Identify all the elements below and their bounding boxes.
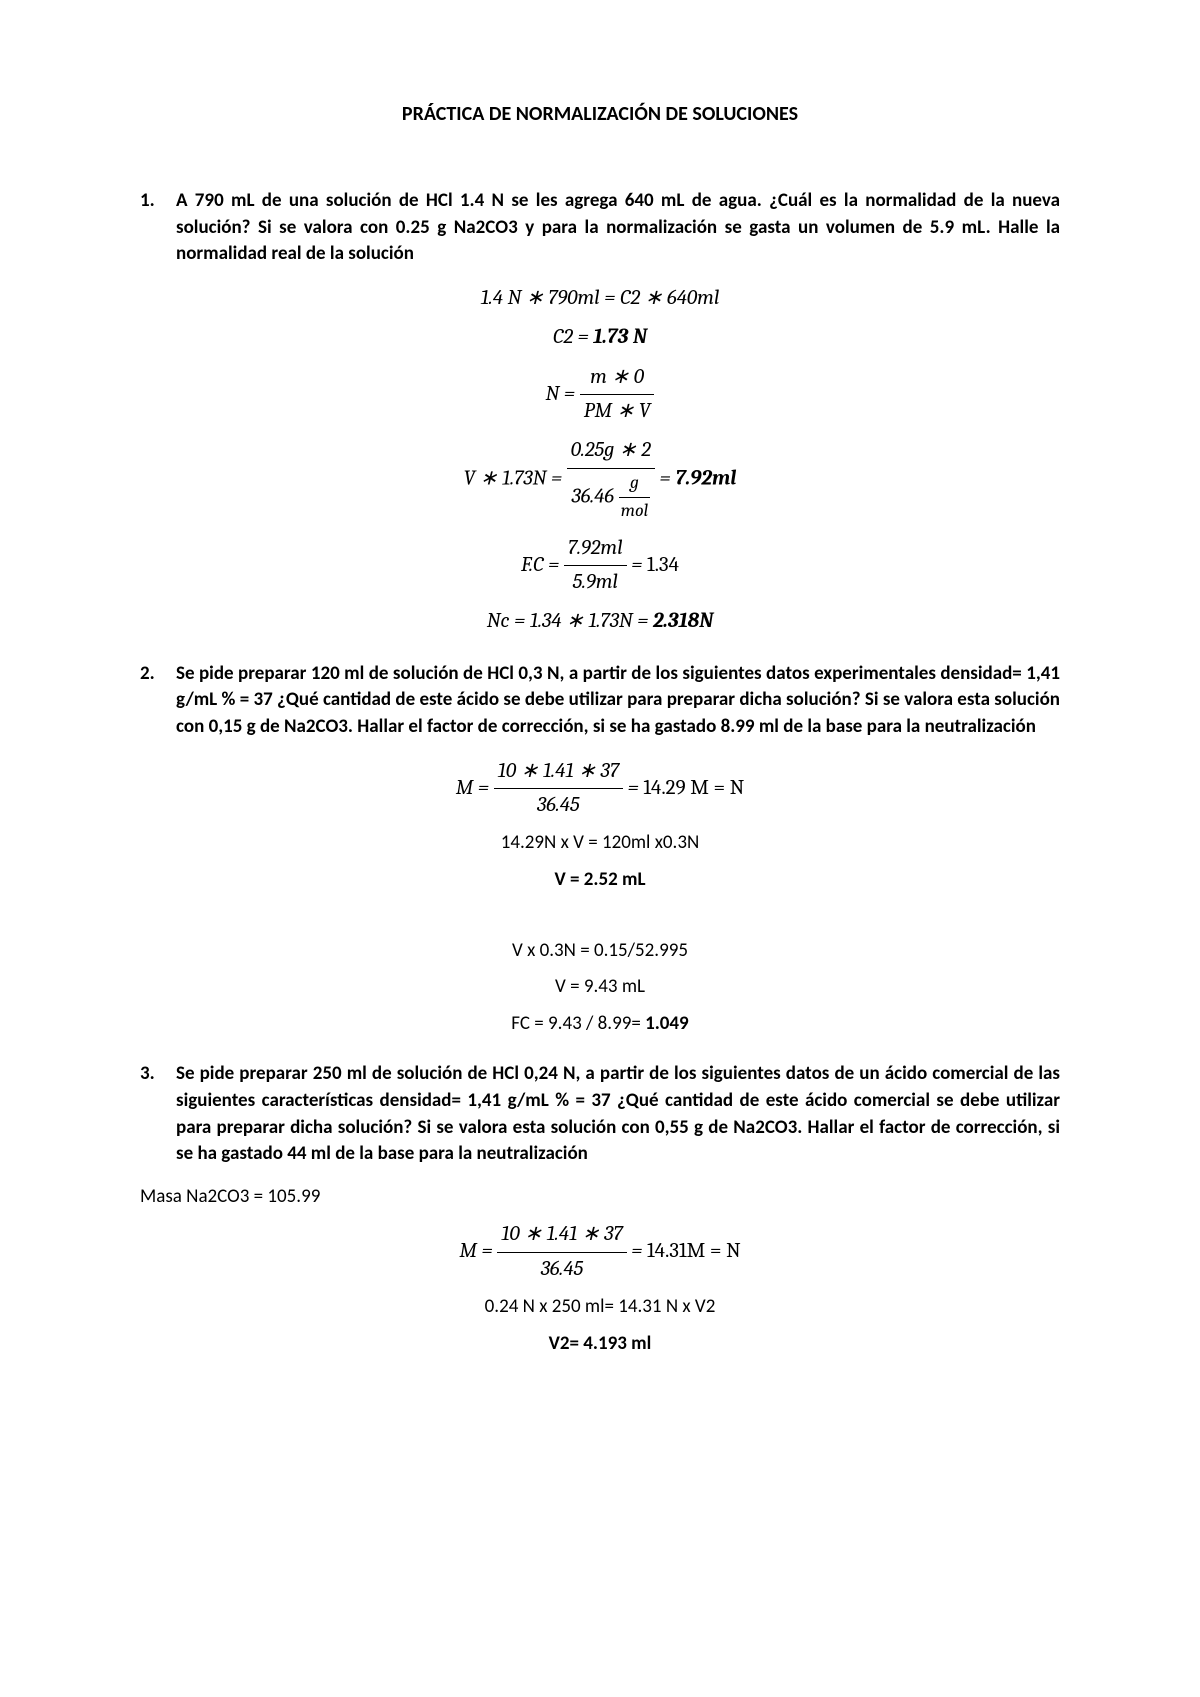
problem-2-text: 2.Se pide preparar 120 ml de solución de… [140,661,1060,741]
p2-line1: 14.29N x V = 120ml x0.3N [140,830,1060,857]
p1-eq5-num: 7.92ml [564,534,627,565]
p1-eq5: F.C = 7.92ml 5.9ml = 1.34 [140,534,1060,598]
p2-eqM-den: 36.45 [494,788,623,820]
p1-eq3-lhs: N [546,381,560,405]
p2-eqM-frac: 10 ∗ 1.41 ∗ 37 36.45 [494,757,623,821]
p1-eq6-lhs: Nc = 1.34 ∗ 1.73N = [487,609,653,633]
p1-eq6-res: 2.318N [653,609,713,633]
p2-line4: V = 9.43 mL [140,974,1060,1001]
p2-line3: V x 0.3N = 0.15/52.995 [140,938,1060,965]
p1-eq5-lhs: F.C [521,552,543,576]
p1-eq3-frac: m ∗ 0 PM ∗ V [580,363,655,427]
p1-eq1: 1.4 N ∗ 790ml = C2 ∗ 640ml [140,284,1060,313]
p1-eq2-lhs: C2 [553,325,573,349]
p1-eq3: N = m ∗ 0 PM ∗ V [140,363,1060,427]
p3-line2-val: V2= 4.193 ml [549,1332,652,1355]
problem-1-number: 1. [140,188,176,215]
page: PRÁCTICA DE NORMALIZACIÓN DE SOLUCIONES … [0,0,1200,1461]
p3-eqM-res: 14.31M = N [647,1239,741,1263]
p3-eqM-den: 36.45 [497,1252,626,1284]
p3-eqM-frac: 10 ∗ 1.41 ∗ 37 36.45 [497,1220,626,1284]
problem-1-text: 1.A 790 mL de una solución de HCl 1.4 N … [140,188,1060,268]
problem-3-number: 3. [140,1061,176,1088]
p1-eq6: Nc = 1.34 ∗ 1.73N = 2.318N [140,607,1060,636]
spacer [140,904,1060,928]
p2-line5a: FC = 9.43 / 8.99= [511,1012,645,1035]
p3-line1: 0.24 N x 250 ml= 14.31 N x V2 [140,1294,1060,1321]
p1-eq5-res: 1.34 [647,552,679,576]
problem-2-body: Se pide preparar 120 ml de solución de H… [176,662,1060,738]
p3-line2: V2= 4.193 ml [140,1331,1060,1358]
p1-eq4-unit-n: g [619,471,650,497]
p2-line2-val: V = 2.52 mL [554,868,645,891]
problem-3-body: Se pide preparar 250 ml de solución de H… [176,1062,1060,1165]
p3-eqM: M = 10 ∗ 1.41 ∗ 37 36.45 = 14.31M = N [140,1220,1060,1284]
p1-eq5-den: 5.9ml [564,565,627,597]
problem-3-text: 3.Se pide preparar 250 ml de solución de… [140,1061,1060,1167]
problem-2-number: 2. [140,661,176,688]
p1-eq4-frac: 0.25g ∗ 2 36.46 g mol [567,436,655,523]
p1-eq3-num: m ∗ 0 [580,363,655,394]
p2-line2: V = 2.52 mL [140,867,1060,894]
problem-3: 3.Se pide preparar 250 ml de solución de… [140,1061,1060,1357]
p3-eqM-lhs: M [459,1239,477,1263]
p1-eq1-lhs: 1.4 N ∗ 790ml [481,286,600,310]
p1-eq4-den: 36.46 g mol [567,468,655,524]
p2-eqM-lhs: M [456,775,474,799]
p1-eq4-num: 0.25g ∗ 2 [567,436,655,467]
problem-2: 2.Se pide preparar 120 ml de solución de… [140,661,1060,1038]
problem-1: 1.A 790 mL de una solución de HCl 1.4 N … [140,188,1060,637]
p2-line5b: 1.049 [645,1012,689,1035]
p1-eq4-res: 7.92ml [675,467,736,491]
p2-eqM-num: 10 ∗ 1.41 ∗ 37 [494,757,623,788]
p3-eqM-num: 10 ∗ 1.41 ∗ 37 [497,1220,626,1251]
p2-eqM-res: 14.29 M = N [643,775,744,799]
p1-eq3-den: PM ∗ V [580,394,655,426]
p1-eq4-unit: g mol [619,471,650,524]
p1-eq4-lhs: V ∗ 1.73N [464,467,547,491]
p1-eq4: V ∗ 1.73N = 0.25g ∗ 2 36.46 g mol = 7.92… [140,436,1060,523]
p1-eq1-rhs: C2 ∗ 640ml [620,286,719,310]
p2-line5: FC = 9.43 / 8.99= 1.049 [140,1011,1060,1038]
problem-1-body: A 790 mL de una solución de HCl 1.4 N se… [176,189,1060,265]
p1-eq4-den-val: 36.46 [571,484,614,508]
p2-eqM: M = 10 ∗ 1.41 ∗ 37 36.45 = 14.29 M = N [140,757,1060,821]
p1-eq5-frac: 7.92ml 5.9ml [564,534,627,598]
p3-note: Masa Na2CO3 = 105.99 [140,1184,1060,1211]
p1-eq2: C2 = 1.73 N [140,323,1060,352]
doc-title: PRÁCTICA DE NORMALIZACIÓN DE SOLUCIONES [140,100,1060,128]
p1-eq2-rhs: 1.73 N [593,325,647,349]
p1-eq4-unit-d: mol [619,497,650,524]
